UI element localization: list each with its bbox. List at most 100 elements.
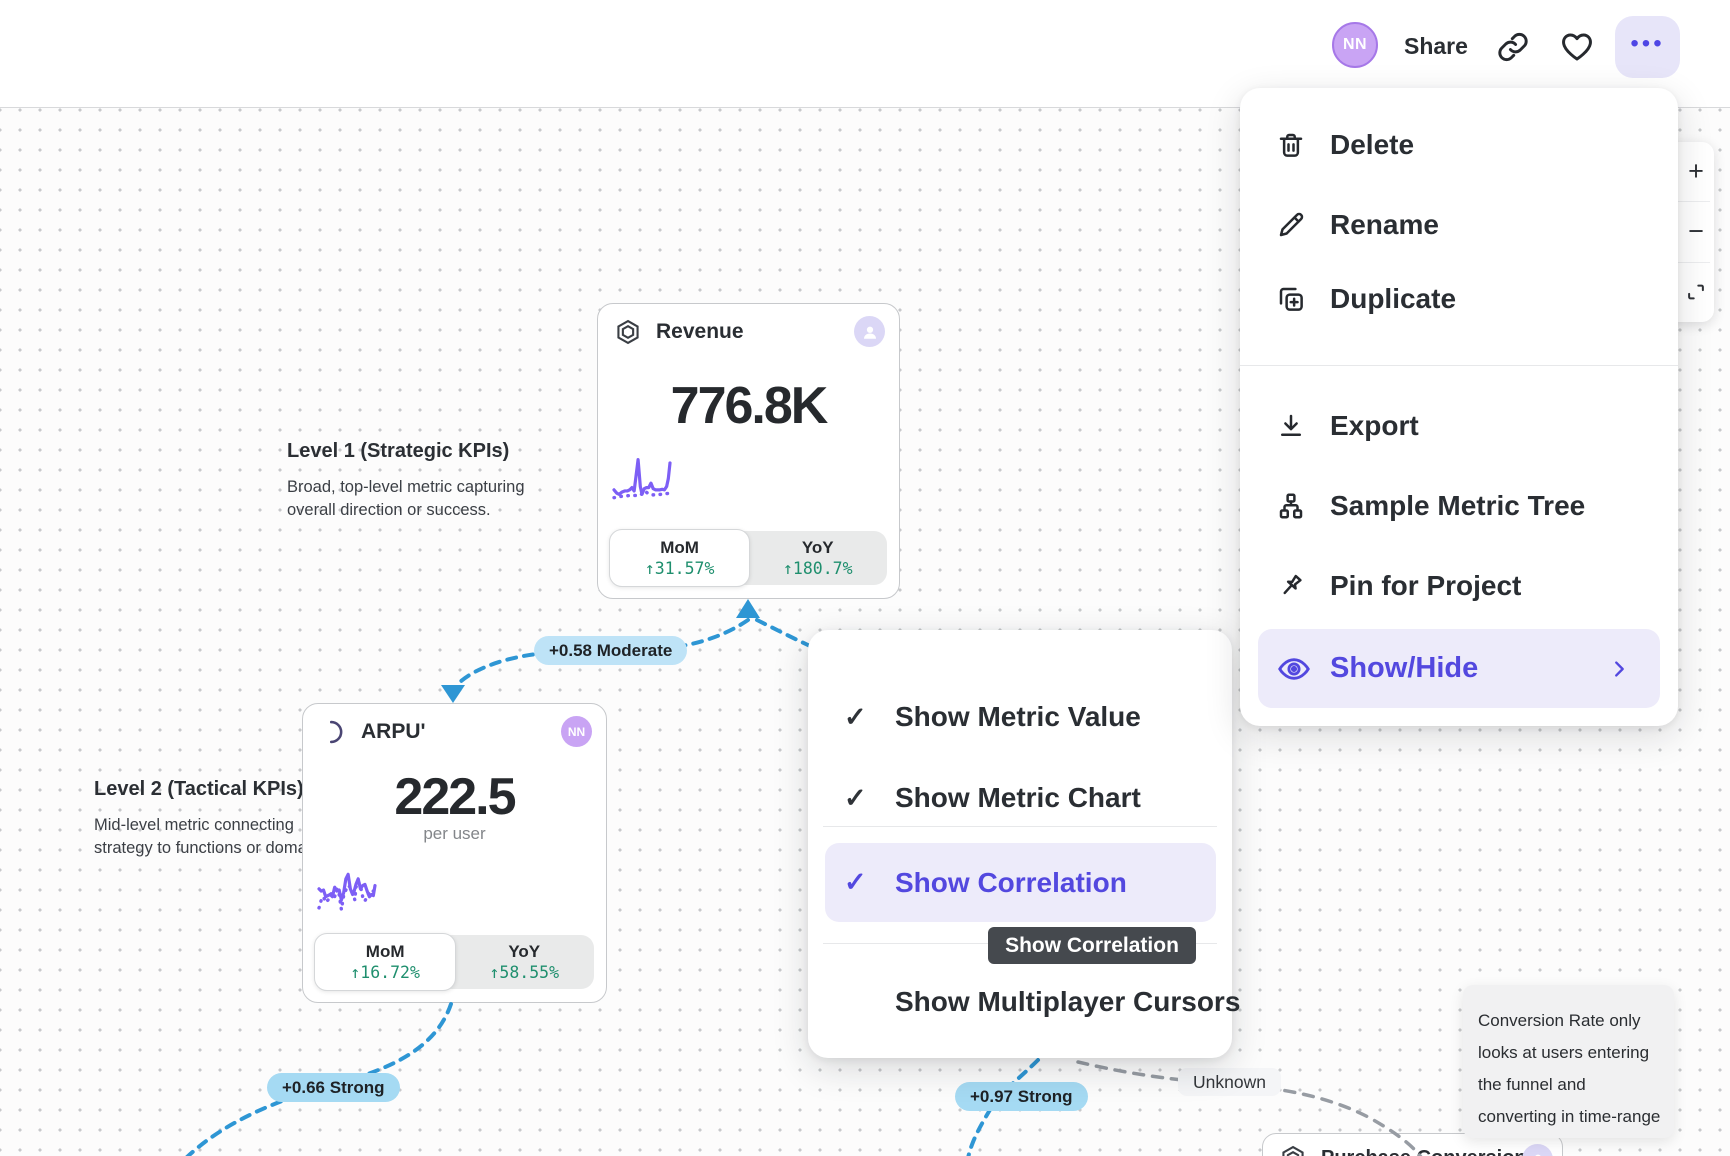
zoom-out-button[interactable]: − — [1664, 202, 1714, 261]
submenu-divider — [823, 826, 1217, 827]
person-icon — [1534, 1154, 1541, 1156]
note-line: Conversion Rate only — [1478, 1011, 1641, 1030]
submenu-item-label: Show Metric Value — [895, 701, 1141, 732]
trash-icon — [1279, 133, 1303, 157]
correlation-badge-strong-1[interactable]: +0.66 Strong — [267, 1073, 400, 1102]
revenue-value: 776.8K — [670, 377, 829, 435]
metric-tree-icon — [1279, 493, 1303, 519]
eye-icon — [1278, 657, 1310, 680]
submenu-item-show-multiplayer-cursors[interactable]: Show Multiplayer Cursors — [808, 979, 1240, 1025]
arpu-period-toggle: MoM ↑16.72% YoY ↑58.55% — [314, 933, 595, 991]
arpu-value: 222.5 — [394, 768, 516, 826]
yoy-value: ↑58.55% — [489, 962, 560, 982]
submenu-item-label: Show Correlation — [895, 866, 1127, 898]
more-options-menu: Delete Rename Duplicate Export — [1240, 88, 1678, 726]
level1-description: Broad, top-level metric capturing overal… — [287, 478, 525, 520]
yoy-label: YoY — [508, 941, 541, 961]
arpu-yoy-segment[interactable]: YoY ↑58.55% — [455, 935, 595, 989]
heart-icon[interactable] — [1560, 30, 1594, 64]
note-line: converting in time-range — [1478, 1107, 1661, 1126]
level2-annotation: Level 2 (Tactical KPIs) Mid-level metric… — [94, 778, 352, 861]
menu-item-label: Duplicate — [1330, 283, 1457, 314]
note-line: the funnel and — [1478, 1075, 1586, 1094]
menu-item-label: Show/Hide — [1330, 652, 1479, 684]
note-line: looks at users entering — [1478, 1043, 1650, 1062]
level2-title: Level 2 (Tactical KPIs) — [94, 778, 304, 800]
arpu-card-header: ARPU' — [319, 718, 426, 746]
revenue-period-toggle: MoM ↑31.57% YoY ↑180.7% — [609, 529, 888, 587]
yoy-label: YoY — [801, 537, 834, 557]
menu-item-label: Rename — [1330, 209, 1439, 240]
mom-label: MoM — [365, 941, 405, 961]
purchase-card-header: Purchase Conversion R — [1279, 1144, 1547, 1156]
check-icon: ✓ — [844, 867, 867, 897]
fit-view-button[interactable] — [1664, 263, 1714, 322]
revenue-card-header: Revenue — [614, 318, 744, 346]
menu-item-label: Export — [1330, 410, 1419, 441]
show-hide-submenu: ✓ Show Metric Value ✓ Show Metric Chart … — [808, 630, 1240, 1058]
arpu-unit: per user — [423, 824, 486, 843]
submenu-item-label: Show Metric Chart — [895, 782, 1141, 813]
more-options-button[interactable]: ••• — [1615, 16, 1680, 78]
submenu-item-show-metric-chart[interactable]: ✓ Show Metric Chart — [808, 775, 1232, 821]
menu-item-label: Delete — [1330, 129, 1415, 160]
level1-title: Level 1 (Strategic KPIs) — [287, 440, 510, 462]
duplicate-icon — [1279, 287, 1303, 311]
yoy-value: ↑180.7% — [782, 558, 853, 578]
level1-annotation: Level 1 (Strategic KPIs) Broad, top-leve… — [287, 440, 539, 523]
arpu-avatar-initials: NN — [567, 724, 586, 739]
download-icon — [1281, 414, 1301, 436]
menu-item-label: Sample Metric Tree — [1330, 490, 1586, 521]
menu-item-duplicate[interactable]: Duplicate — [1240, 276, 1678, 322]
submenu-item-show-correlation[interactable]: ✓ Show Correlation — [825, 843, 1216, 922]
submenu-item-show-metric-value[interactable]: ✓ Show Metric Value — [808, 694, 1232, 740]
menu-item-sample-metric-tree[interactable]: Sample Metric Tree — [1240, 483, 1678, 529]
correlation-badge-unknown[interactable]: Unknown — [1178, 1068, 1281, 1096]
mom-label: MoM — [660, 537, 699, 557]
zoom-divider — [1668, 261, 1710, 263]
menu-divider — [1240, 365, 1678, 366]
revenue-owner-avatar — [854, 316, 885, 347]
menu-item-rename[interactable]: Rename — [1240, 202, 1678, 248]
show-correlation-tooltip: Show Correlation — [988, 927, 1196, 964]
zoom-in-button[interactable]: + — [1664, 142, 1714, 201]
submenu-item-label: Show Multiplayer Cursors — [895, 986, 1241, 1017]
arpu-owner-avatar: NN — [561, 716, 592, 747]
correlation-badge-moderate[interactable]: +0.58 Moderate — [534, 636, 688, 665]
user-avatar[interactable]: NN — [1332, 22, 1378, 68]
arpu-card-title: ARPU' — [361, 720, 426, 743]
check-icon: ✓ — [844, 701, 867, 732]
metric-card-revenue[interactable]: Revenue 776.8K MoM ↑31.57% YoY ↑180.7% — [597, 303, 900, 599]
crescent-moon-icon — [329, 720, 343, 744]
metric-card-arpu[interactable]: ARPU' NN 222.5 per user MoM ↑16.72% YoY … — [302, 703, 607, 1003]
link-icon[interactable] — [1496, 30, 1530, 64]
revenue-card-title: Revenue — [656, 320, 744, 343]
hexagon-icon — [617, 319, 639, 345]
purchase-card-title: Purchase Conversion R — [1321, 1147, 1547, 1156]
fit-view-icon — [1688, 284, 1704, 300]
pencil-icon — [1279, 212, 1304, 237]
hexagon-icon — [1282, 1145, 1304, 1156]
arpu-sparkline — [319, 862, 375, 918]
menu-item-delete[interactable]: Delete — [1240, 122, 1678, 168]
chevron-right-icon — [1615, 660, 1624, 677]
mom-value: ↑16.72% — [350, 962, 420, 982]
correlation-badge-strong-2[interactable]: +0.97 Strong — [955, 1082, 1088, 1111]
arpu-mom-segment[interactable]: MoM ↑16.72% — [314, 933, 457, 991]
revenue-yoy-segment[interactable]: YoY ↑180.7% — [749, 531, 888, 585]
zoom-divider — [1668, 201, 1710, 203]
level2-description: Mid-level metric connecting strategy to … — [94, 816, 333, 858]
person-icon — [863, 326, 876, 339]
menu-item-show-hide[interactable]: Show/Hide — [1258, 629, 1660, 708]
menu-item-export[interactable]: Export — [1240, 403, 1678, 449]
menu-item-label: Pin for Project — [1330, 570, 1522, 601]
share-button[interactable]: Share — [1404, 33, 1468, 59]
check-icon: ✓ — [844, 782, 867, 813]
revenue-mom-segment[interactable]: MoM ↑31.57% — [609, 529, 751, 587]
conversion-note: Conversion Rate only looks at users ente… — [1463, 985, 1674, 1138]
menu-item-pin-for-project[interactable]: Pin for Project — [1240, 563, 1678, 609]
revenue-sparkline — [614, 454, 670, 510]
mom-value: ↑31.57% — [644, 558, 715, 578]
pin-icon — [1283, 574, 1302, 595]
